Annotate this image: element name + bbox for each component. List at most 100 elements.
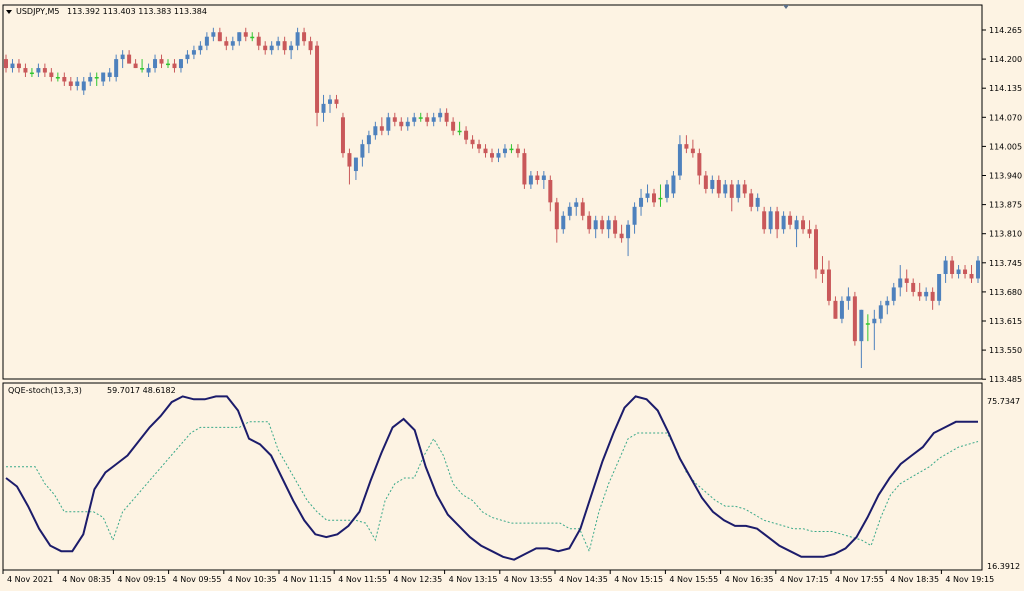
candle-body bbox=[839, 300, 844, 319]
candle bbox=[969, 265, 974, 283]
candle-body bbox=[600, 220, 605, 230]
time-tick-label: 4 Nov 14:35 bbox=[559, 575, 608, 584]
candle bbox=[677, 135, 682, 180]
candle-body bbox=[321, 103, 326, 113]
candle-body bbox=[140, 68, 145, 70]
indicator-pane[interactable] bbox=[2, 382, 983, 571]
candle bbox=[36, 63, 41, 78]
candle-body bbox=[924, 291, 929, 297]
candle-body bbox=[697, 153, 702, 176]
candle bbox=[107, 68, 112, 82]
symbol-label: USDJPY,M5 bbox=[16, 7, 60, 16]
candle bbox=[755, 193, 760, 212]
candle bbox=[16, 59, 21, 73]
candle bbox=[723, 179, 728, 198]
candle-body bbox=[976, 260, 980, 279]
candle bbox=[276, 36, 281, 51]
candle-body bbox=[950, 260, 955, 274]
candle bbox=[891, 282, 896, 306]
candle-body bbox=[833, 300, 838, 319]
candle bbox=[801, 215, 806, 234]
candle-body bbox=[593, 220, 598, 230]
candle bbox=[865, 314, 870, 342]
candle bbox=[133, 59, 138, 69]
candle bbox=[580, 197, 585, 221]
candle bbox=[490, 148, 494, 163]
shift-marker-icon[interactable] bbox=[783, 5, 789, 9]
candle-body bbox=[224, 41, 229, 46]
candle-body bbox=[10, 63, 15, 69]
candle-body bbox=[68, 81, 73, 86]
candle-body bbox=[626, 224, 631, 239]
candle-body bbox=[230, 41, 235, 46]
candle-body bbox=[120, 54, 125, 60]
candle bbox=[399, 117, 404, 131]
candle-body bbox=[684, 144, 689, 149]
candle-body bbox=[736, 184, 741, 198]
candle bbox=[781, 211, 786, 234]
candle-body bbox=[580, 202, 585, 216]
candle-body bbox=[379, 126, 384, 131]
time-tick-label: 4 Nov 13:55 bbox=[504, 575, 553, 584]
candle-body bbox=[801, 220, 806, 230]
candle bbox=[146, 63, 151, 78]
candle bbox=[360, 139, 365, 167]
candle bbox=[904, 269, 909, 292]
candle bbox=[477, 139, 482, 154]
candle bbox=[762, 206, 767, 234]
candle-body bbox=[373, 126, 378, 136]
candle bbox=[852, 291, 857, 346]
candle bbox=[826, 260, 831, 306]
price-tick-label: 113.940 bbox=[989, 172, 1022, 181]
candle bbox=[502, 144, 507, 158]
candle bbox=[593, 215, 598, 239]
candle-body bbox=[716, 179, 721, 194]
price-tick-label: 113.615 bbox=[989, 317, 1022, 326]
price-tick-label: 113.745 bbox=[989, 259, 1022, 268]
time-tick-label: 4 Nov 09:15 bbox=[117, 575, 166, 584]
candle bbox=[464, 126, 469, 145]
candle-body bbox=[729, 184, 734, 198]
candle bbox=[742, 179, 747, 198]
candle-body bbox=[191, 50, 196, 55]
candle bbox=[917, 282, 922, 301]
candle-body bbox=[464, 130, 469, 140]
candle bbox=[775, 206, 780, 239]
candle bbox=[937, 273, 942, 306]
price-pane[interactable] bbox=[2, 4, 983, 380]
candle bbox=[412, 112, 417, 127]
candle-body bbox=[172, 63, 177, 69]
candle bbox=[833, 296, 838, 319]
candle bbox=[315, 41, 320, 127]
candle bbox=[185, 50, 190, 64]
candle-body bbox=[101, 72, 106, 82]
candle bbox=[127, 50, 132, 64]
candle-body bbox=[55, 77, 60, 79]
indicator-name: QQE-stoch(13,3,3) bbox=[8, 386, 82, 395]
candle bbox=[626, 220, 631, 257]
candle bbox=[23, 63, 28, 78]
candle-body bbox=[217, 32, 222, 42]
candle-body bbox=[29, 72, 34, 75]
candle-body bbox=[204, 36, 209, 46]
candle-body bbox=[178, 59, 183, 69]
indicator-values: 59.7017 48.6182 bbox=[107, 386, 176, 395]
candle bbox=[62, 72, 67, 86]
candle-body bbox=[107, 72, 112, 78]
candle bbox=[619, 224, 624, 243]
collapse-triangle-icon[interactable] bbox=[6, 10, 12, 14]
candle bbox=[101, 72, 106, 86]
candle-body bbox=[528, 175, 533, 185]
candle-body bbox=[788, 215, 793, 225]
candle-body bbox=[360, 144, 365, 158]
candle-body bbox=[911, 282, 916, 292]
candle bbox=[198, 41, 203, 55]
candle-body bbox=[885, 300, 890, 306]
candle-body bbox=[515, 148, 520, 154]
candle bbox=[859, 309, 864, 369]
candle bbox=[606, 215, 611, 239]
candle-body bbox=[587, 215, 592, 230]
candle bbox=[846, 287, 851, 310]
candle bbox=[515, 144, 520, 158]
candle bbox=[535, 171, 540, 185]
